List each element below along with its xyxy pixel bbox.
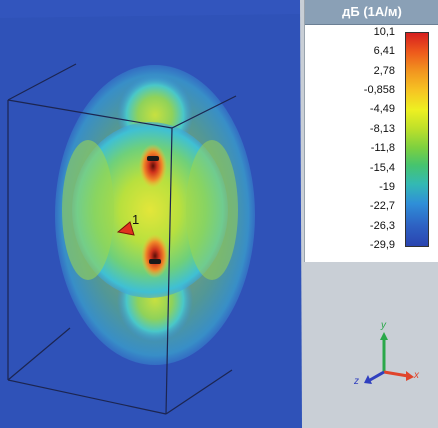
legend-tick: -4,49: [369, 103, 395, 116]
x-axis-arrow: [383, 370, 409, 378]
field-body: [72, 122, 228, 298]
port-marker-icon[interactable]: [116, 221, 135, 236]
colorbar: [405, 32, 429, 247]
legend-tick: 2,78: [373, 64, 395, 77]
y-axis-label: y: [381, 320, 386, 331]
legend-tick: 10,1: [373, 26, 395, 38]
legend-tick: 6,41: [373, 45, 395, 58]
wireframe-box: [7, 63, 237, 415]
legend-tick: -26,3: [369, 219, 395, 232]
color-legend: дБ (1А/м) 10,1 6,41 2,78 -0,858 -4,49 -8,13 -1…: [304, 0, 438, 262]
port-marker-label: 1: [132, 212, 139, 227]
axis-triad: y x z: [354, 320, 424, 390]
hotspot-top: [139, 144, 167, 188]
z-axis-label: z: [354, 376, 359, 387]
legend-tick: -11,8: [370, 142, 395, 155]
legend-tick: -22,7: [369, 200, 395, 213]
legend-tick: -29,9: [369, 239, 395, 251]
legend-tick: -0,858: [363, 84, 395, 97]
z-axis-arrow: [369, 370, 385, 382]
legend-tick: -19: [379, 180, 395, 193]
x-axis-label: x: [414, 370, 419, 381]
legend-tick: -8,13: [369, 122, 395, 135]
hotspot-bottom: [141, 234, 169, 278]
legend-tick: -15,4: [369, 161, 395, 174]
legend-title: дБ (1А/м): [305, 0, 438, 25]
